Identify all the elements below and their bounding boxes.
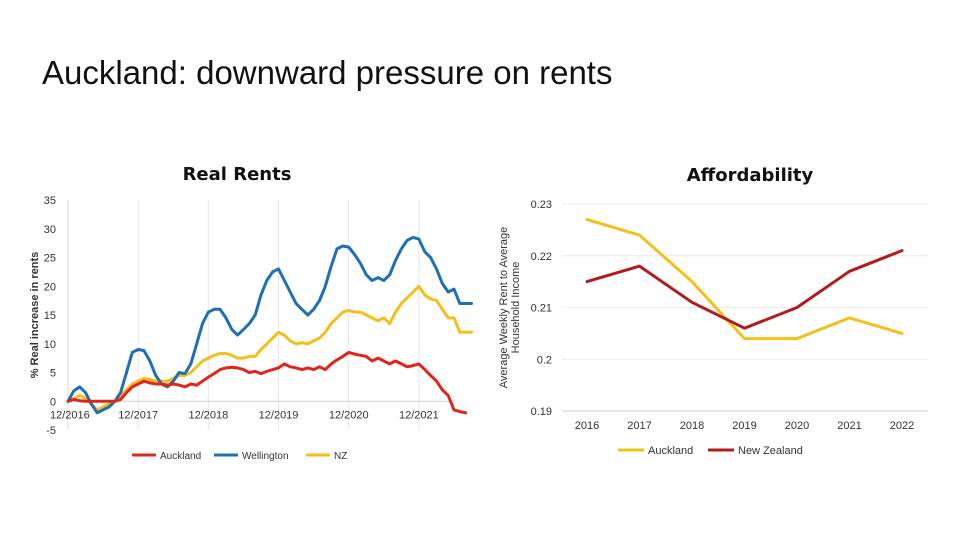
real-rents-y-tick: 10 [44, 339, 56, 351]
affordability-series-new-zealand [585, 249, 904, 330]
real-rents-x-tick: 12/2018 [188, 409, 228, 421]
affordability-y-tick: 0.21 [531, 303, 552, 315]
real-rents-legend-label: Auckland [160, 451, 201, 462]
affordability-x-tick: 2018 [680, 420, 704, 432]
real-rents-series-wellington [66, 235, 473, 415]
real-rents-x-tick: 12/2017 [118, 409, 158, 421]
slide-title: Auckland: downward pressure on rents [42, 54, 613, 91]
affordability-legend-label: New Zealand [738, 445, 803, 457]
affordability-x-tick: 2022 [890, 420, 914, 432]
real-rents-x-tick: 12/2021 [399, 409, 439, 421]
affordability-y-label: Average Weekly Rent to AverageHousehold … [498, 227, 522, 388]
real-rents-y-tick: 15 [44, 310, 56, 322]
real-rents-y-tick: -5 [46, 425, 56, 437]
real-rents-y-tick: 5 [50, 368, 56, 380]
affordability-y-tick: 0.22 [531, 251, 552, 263]
affordability-x-tick: 2017 [627, 420, 651, 432]
affordability-title: Affordability [687, 165, 814, 186]
real-rents-x-tick: 12/2016 [50, 409, 90, 421]
affordability-x-tick: 2019 [732, 420, 756, 432]
real-rents-y-tick: 30 [44, 224, 56, 236]
real-rents-x-tick: 12/2020 [329, 409, 369, 421]
real-rents-y-label: % Real increase in rents [29, 252, 41, 379]
affordability-x-tick: 2021 [837, 420, 861, 432]
affordability-y-tick: 0.19 [531, 406, 552, 418]
real-rents-series-auckland [66, 350, 468, 415]
affordability-legend-label: Auckland [648, 445, 693, 457]
real-rents-x-tick: 12/2019 [259, 409, 299, 421]
real-rents-series-nz [66, 284, 473, 412]
affordability-y-tick: 0.2 [537, 354, 552, 366]
affordability-y-tick: 0.23 [531, 199, 552, 211]
real-rents-chart: Real Rents 12/2016 12/2017 12/2018 12/2019 12… [29, 164, 473, 462]
real-rents-title: Real Rents [183, 164, 292, 185]
affordability-x-tick: 2020 [785, 420, 809, 432]
real-rents-y-tick: 25 [44, 253, 56, 265]
real-rents-legend-label: NZ [334, 451, 347, 462]
real-rents-legend-label: Wellington [242, 451, 289, 462]
affordability-x-tick: 2016 [575, 420, 599, 432]
real-rents-y-tick: 0 [50, 396, 56, 408]
real-rents-y-tick: 20 [44, 281, 56, 293]
affordability-series-auckland [585, 218, 904, 341]
affordability-chart: Affordability 0.19 0.2 0.21 0.22 0.23 2016 2017… [498, 165, 928, 457]
real-rents-y-tick: 35 [44, 195, 56, 207]
